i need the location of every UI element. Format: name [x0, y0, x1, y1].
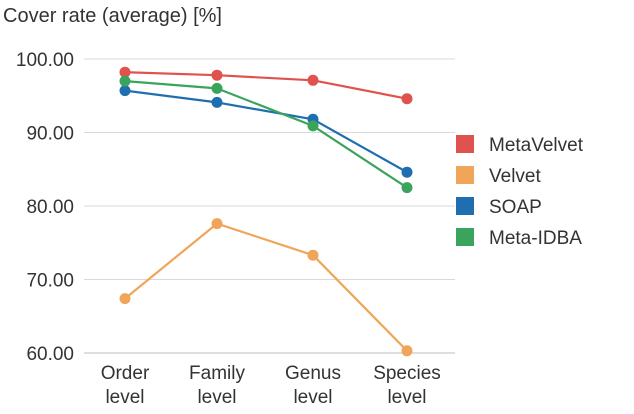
data-point-meta-idba — [211, 82, 223, 94]
legend: MetaVelvet Velvet SOAP Meta-IDBA — [456, 135, 584, 249]
data-point-meta-idba — [401, 182, 413, 194]
series-velvet — [119, 218, 413, 357]
data-point-velvet — [211, 218, 223, 230]
legend-swatch-meta-idba — [456, 228, 474, 246]
y-tick-label: 100.00 — [16, 50, 74, 71]
series-group — [119, 66, 413, 357]
x-tick-label: Family — [189, 363, 245, 384]
legend-swatch-metavelvet — [456, 135, 474, 153]
series-line-metavelvet — [124, 71, 408, 100]
series-line-meta-idba — [124, 80, 408, 189]
legend-label-meta-idba: Meta-IDBA — [489, 228, 582, 249]
y-tick-label: 70.00 — [26, 271, 74, 292]
series-meta-idba — [119, 75, 413, 194]
data-point-meta-idba — [119, 75, 131, 87]
legend-label-velvet: Velvet — [489, 166, 541, 187]
legend-swatch-soap — [456, 197, 474, 215]
x-tick-label: Order — [101, 363, 150, 384]
x-tick-label: level — [293, 387, 332, 408]
data-point-metavelvet — [307, 74, 319, 86]
x-tick-label: level — [105, 387, 144, 408]
data-point-soap — [119, 85, 131, 97]
data-point-meta-idba — [307, 120, 319, 132]
series-line-soap — [124, 89, 408, 174]
data-point-metavelvet — [211, 69, 223, 81]
grid-lines — [84, 58, 455, 354]
legend-swatch-velvet — [456, 166, 474, 184]
y-tick-label: 60.00 — [26, 344, 74, 365]
data-point-metavelvet — [401, 93, 413, 105]
x-tick-label: level — [387, 387, 426, 408]
x-tick-label: Genus — [285, 363, 341, 384]
data-point-soap — [401, 166, 413, 178]
series-line-velvet — [124, 222, 408, 352]
x-tick-label: level — [197, 387, 236, 408]
data-point-velvet — [307, 249, 319, 261]
series-metavelvet — [119, 66, 413, 105]
legend-label-metavelvet: MetaVelvet — [489, 135, 584, 156]
legend-label-soap: SOAP — [489, 197, 542, 218]
data-point-soap — [211, 96, 223, 108]
y-tick-label: 80.00 — [26, 197, 74, 218]
data-point-velvet — [401, 345, 413, 357]
chart-title: Cover rate (average) [%] — [3, 5, 222, 27]
y-axis-ticks: 100.00 90.00 80.00 70.00 60.00 — [16, 50, 74, 365]
series-soap — [119, 85, 413, 178]
y-tick-label: 90.00 — [26, 124, 74, 145]
data-point-metavelvet — [119, 66, 131, 78]
data-point-velvet — [119, 293, 131, 305]
x-axis-ticks: Order level Family level Genus level Species le… — [101, 363, 441, 408]
x-tick-label: Species — [373, 363, 441, 384]
